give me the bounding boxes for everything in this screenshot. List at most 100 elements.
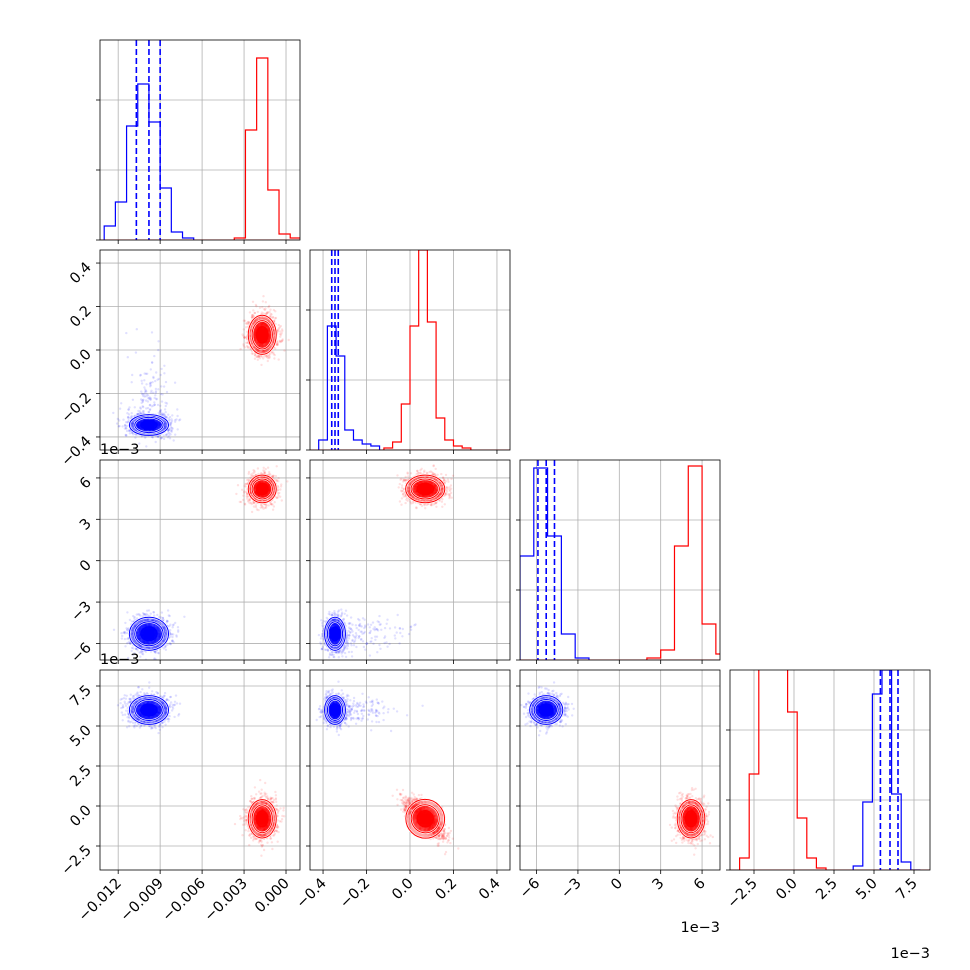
scatter-point-blue	[143, 618, 147, 621]
data-layer	[100, 40, 930, 870]
scatter-point-blue	[159, 373, 162, 377]
scatter-point-blue	[132, 626, 136, 629]
scatter-point-blue	[163, 426, 166, 430]
scatter-point-blue	[131, 425, 135, 428]
scatter-point-blue	[131, 425, 134, 428]
scatter-point-red	[266, 356, 269, 359]
scatter-point-blue	[145, 383, 148, 386]
scatter-point-red	[242, 319, 246, 322]
scatter-point-blue	[142, 398, 145, 401]
scatter-point-blue	[169, 633, 173, 636]
scatter-point-blue	[127, 656, 130, 660]
scatter-point-red	[264, 307, 267, 310]
scatter-point-blue	[129, 416, 132, 419]
contour-outline-blue	[134, 621, 164, 647]
scatter-point-blue	[161, 393, 164, 396]
scatter-point-blue	[183, 615, 186, 618]
scatter-point-blue	[164, 411, 167, 414]
scatter-point-blue	[125, 427, 128, 430]
scatter-point-red	[247, 320, 250, 324]
scatter-point-blue	[149, 381, 153, 384]
scatter-point-blue	[147, 410, 150, 414]
scatter-point-blue	[164, 646, 167, 649]
scatter-point-red	[251, 314, 254, 317]
scatter-point-blue	[112, 628, 116, 631]
scatter-point-blue	[132, 636, 135, 639]
scatter-point-blue	[170, 421, 173, 425]
scatter-point-blue	[139, 374, 142, 377]
scatter-point-blue	[163, 372, 166, 375]
scatter-point-blue	[123, 630, 127, 634]
scatter-point-red	[268, 304, 271, 308]
scatter-point-red	[280, 340, 283, 343]
scatter-point-blue	[134, 436, 137, 439]
scatter-point-red	[266, 354, 269, 358]
scatter-point-red	[275, 343, 279, 347]
scatter-point-red	[240, 488, 244, 491]
scatter-point-blue	[131, 630, 134, 633]
scatter-point-red	[250, 352, 254, 355]
scatter-point-blue	[160, 611, 164, 614]
scatter-point-blue	[159, 642, 162, 646]
scatter-point-red	[238, 500, 241, 504]
scatter-point-blue	[168, 437, 172, 440]
scatter-point-blue	[120, 632, 123, 635]
scatter-point-red	[243, 336, 246, 339]
scatter-point-blue	[175, 418, 178, 421]
scatter-point-red	[260, 351, 264, 354]
scatter-point-blue	[134, 623, 137, 626]
density-peak-red	[257, 329, 268, 340]
scatter-point-blue	[172, 623, 175, 626]
scatter-point-blue	[166, 620, 170, 623]
scatter-point-red	[279, 330, 282, 333]
scatter-point-blue	[139, 407, 142, 410]
scatter-point-blue	[127, 417, 130, 420]
scatter-point-red	[259, 354, 262, 358]
scatter-point-blue	[134, 647, 138, 650]
scatter-point-blue	[131, 425, 134, 428]
scatter-point-blue	[167, 614, 170, 617]
scatter-point-red	[268, 347, 271, 350]
scatter-point-blue	[143, 372, 146, 375]
scatter-point-red	[269, 312, 272, 316]
scatter-point-blue	[145, 445, 148, 448]
scatter-point-blue	[144, 372, 148, 375]
scatter-point-blue	[167, 431, 170, 434]
scatter-point-blue	[143, 390, 147, 394]
scatter-point-blue	[171, 639, 174, 642]
scatter-point-blue	[118, 424, 121, 428]
scatter-point-blue	[161, 641, 164, 644]
scatter-point-blue	[171, 639, 174, 642]
scatter-point-blue	[165, 402, 169, 405]
scatter-point-blue	[170, 429, 173, 432]
scatter-point-red	[246, 321, 249, 324]
scatter-point-blue	[133, 406, 136, 409]
scatter-point-blue	[159, 410, 162, 413]
scatter-point-red	[281, 339, 284, 342]
scatter-point-red	[265, 355, 268, 358]
scatter-point-blue	[133, 625, 136, 628]
scatter-point-blue	[177, 629, 180, 632]
scatter-point-blue	[147, 646, 151, 650]
scatter-point-blue	[170, 426, 173, 430]
scatter-point-blue	[135, 613, 138, 616]
scatter-point-blue	[169, 629, 172, 632]
scatter-point-blue	[146, 618, 150, 621]
scatter-point-blue	[160, 411, 163, 415]
scatter-point-red	[251, 472, 254, 475]
scatter-point-red	[244, 322, 248, 325]
scatter-point-blue	[160, 367, 163, 371]
scatter-point-blue	[138, 410, 142, 413]
scatter-point-red	[258, 316, 261, 319]
scatter-point-blue	[141, 400, 145, 404]
scatter-point-red	[261, 306, 264, 309]
scatter-point-red	[257, 349, 260, 352]
scatter-point-blue	[166, 609, 170, 612]
scatter-point-blue	[131, 631, 135, 635]
scatter-point-blue	[150, 389, 153, 392]
scatter-point-blue	[147, 618, 150, 621]
scatter-point-blue	[167, 417, 170, 420]
scatter-point-blue	[118, 407, 122, 410]
scatter-point-blue	[128, 641, 131, 645]
scatter-point-red	[276, 496, 279, 499]
